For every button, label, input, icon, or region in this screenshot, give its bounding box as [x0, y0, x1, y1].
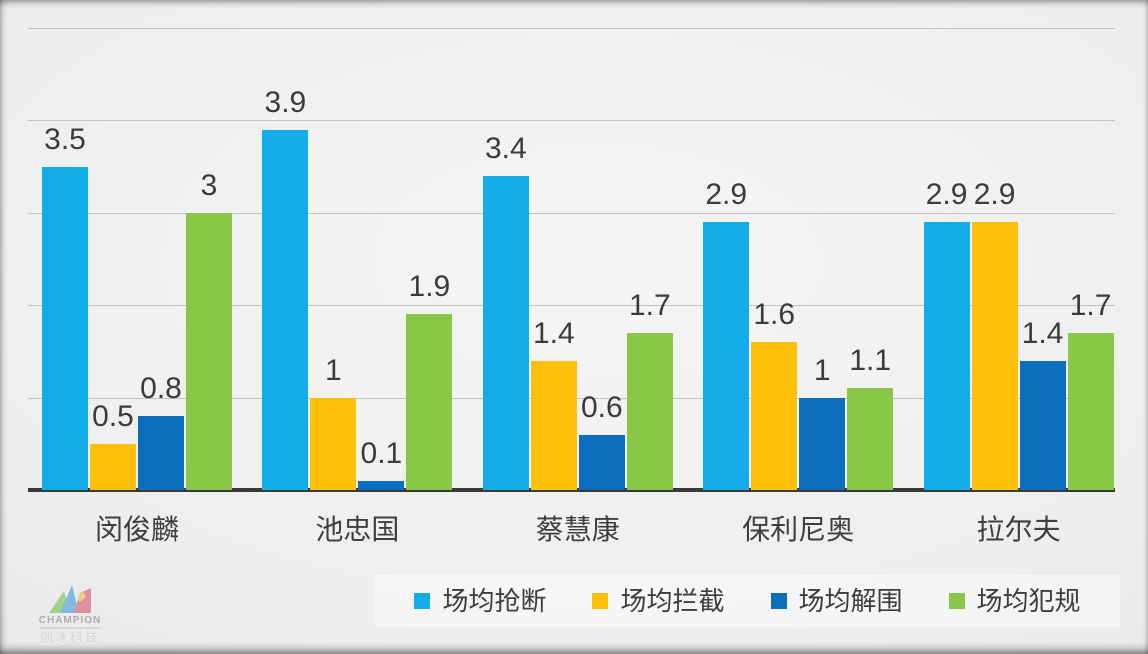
category-label-0: 闵俊麟: [94, 514, 180, 545]
value-label-steals-4: 2.9: [925, 178, 968, 212]
value-label-steals-1: 3.9: [264, 85, 307, 119]
gridline-2: [28, 305, 1115, 307]
legend-item-interceptions: 场均拦截: [592, 586, 725, 616]
bar-interceptions-0: [90, 443, 136, 490]
category-label-1: 池忠国: [315, 514, 400, 545]
value-label-fouls-2: 1.7: [628, 288, 671, 322]
legend-item-clearances: 场均解围: [770, 586, 903, 616]
legend-swatch-steals: [414, 593, 431, 609]
legend-swatch-interceptions: [592, 593, 609, 609]
bar-fouls-0: [186, 212, 232, 490]
category-label-4: 拉尔夫: [976, 514, 1061, 545]
value-label-clearances-1: 0.1: [360, 436, 403, 470]
legend-label-fouls: 场均犯规: [976, 586, 1081, 616]
legend-swatch-clearances: [770, 593, 787, 609]
bar-interceptions-1: [310, 397, 357, 490]
legend-item-steals: 场均抢断: [414, 588, 546, 614]
bar-steals-3: [703, 222, 750, 490]
bar-interceptions-2: [530, 360, 577, 490]
bar-fouls-4: [1067, 332, 1114, 490]
bar-clearances-1: [358, 480, 405, 490]
value-label-clearances-0: 0.8: [140, 372, 182, 406]
chart-legend: 场均抢断 场均拦截 场均解围 场均犯规: [375, 575, 1120, 627]
value-label-interceptions-0: 0.5: [92, 399, 134, 433]
bar-fouls-3: [847, 388, 894, 490]
category-label-2: 蔡慧康: [535, 514, 620, 545]
value-label-steals-0: 3.5: [44, 122, 86, 156]
champion-logo-icon: [49, 585, 91, 613]
bar-steals-1: [262, 129, 309, 490]
value-label-fouls-4: 1.7: [1069, 288, 1112, 322]
value-label-interceptions-4: 2.9: [973, 178, 1016, 212]
watermark-logo: CHAMPION 创冰科技: [30, 584, 110, 646]
value-label-steals-3: 2.9: [705, 178, 748, 212]
bar-chart-plot-area: 3.5 0.5 0.8 3 3.9 1 0.1 1.9 3.4 1.4 0.6 1.7 2.9 1.6 1 1…: [28, 28, 1115, 492]
bar-interceptions-3: [751, 342, 798, 490]
value-label-steals-2: 3.4: [484, 131, 527, 165]
value-label-clearances-3: 1: [813, 353, 831, 387]
bar-fouls-2: [626, 332, 673, 490]
value-label-clearances-4: 1.4: [1021, 316, 1064, 350]
legend-item-fouls: 场均犯规: [948, 586, 1081, 616]
value-label-clearances-2: 0.6: [580, 390, 623, 424]
gridline-4: [28, 120, 1115, 122]
value-label-interceptions-1: 1: [325, 353, 342, 387]
legend-label-steals: 场均抢断: [442, 586, 547, 616]
bar-interceptions-4: [971, 222, 1018, 490]
bar-steals-2: [482, 175, 529, 490]
value-label-fouls-0: 3: [200, 168, 218, 202]
bar-steals-0: [42, 166, 88, 490]
value-label-fouls-3: 1.1: [849, 344, 892, 378]
bar-clearances-4: [1019, 360, 1066, 490]
legend-swatch-fouls: [948, 593, 965, 609]
value-label-fouls-1: 1.9: [408, 270, 451, 304]
gridline-5: [28, 28, 1115, 29]
bar-fouls-1: [406, 314, 453, 490]
value-label-interceptions-3: 1.6: [753, 298, 796, 332]
bar-clearances-3: [799, 397, 846, 490]
gridline-3: [28, 212, 1115, 214]
watermark-brand-text: CHAMPION: [38, 615, 102, 626]
legend-label-interceptions: 场均拦截: [620, 586, 725, 616]
legend-label-clearances: 场均解围: [798, 586, 903, 616]
bar-clearances-0: [138, 416, 184, 490]
watermark-company-text: 创冰科技: [39, 630, 100, 645]
bar-clearances-2: [578, 434, 625, 490]
bar-steals-4: [923, 222, 970, 490]
category-label-3: 保利尼奥: [742, 514, 855, 545]
value-label-interceptions-2: 1.4: [532, 316, 575, 350]
watermark-tagline-rule: [40, 627, 100, 629]
x-axis-line: [28, 488, 1115, 492]
